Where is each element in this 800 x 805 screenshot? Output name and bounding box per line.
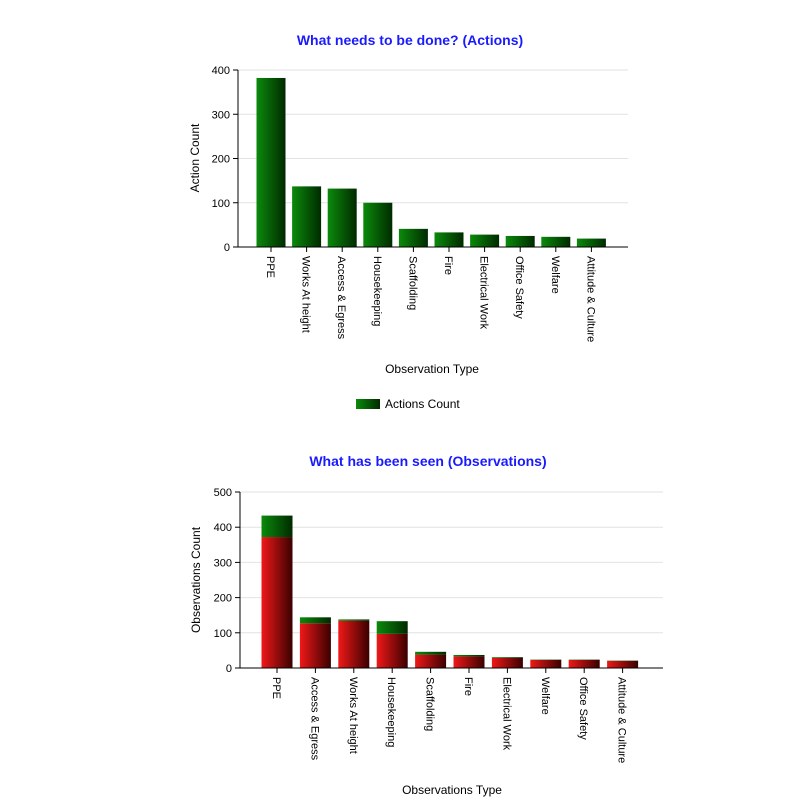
x-tick-label: Scaffolding	[424, 677, 436, 731]
bar-primary	[363, 203, 392, 247]
chart-title: What needs to be done? (Actions)	[297, 32, 523, 48]
x-tick-label: Electrical Work	[500, 677, 512, 751]
bar-secondary	[300, 617, 331, 623]
y-tick-label: 500	[214, 487, 232, 499]
bar-secondary	[262, 516, 293, 537]
chart-bars	[262, 516, 639, 668]
x-tick-label: Housekeeping	[385, 677, 397, 747]
chart-title: What has been seen (Observations)	[309, 453, 546, 469]
x-tick-label: Access & Egress	[308, 677, 320, 761]
bar-primary	[569, 660, 600, 668]
x-tick-label: Access & Egress	[335, 256, 347, 340]
bar-primary	[607, 661, 638, 668]
bar-primary	[506, 236, 535, 247]
y-tick-label: 300	[212, 109, 230, 121]
bar-secondary	[377, 621, 408, 634]
bar-primary	[470, 235, 499, 247]
bar-primary	[338, 621, 369, 668]
x-tick-label: Electrical Work	[478, 256, 490, 330]
bar-primary	[377, 634, 408, 668]
y-tick-labels: 0 100 200 300 400	[212, 65, 238, 254]
legend: Actions Count	[356, 397, 460, 411]
x-tick-labels: PPE Access & Egress Works At height Houseke…	[270, 668, 628, 763]
y-tick-label: 0	[226, 663, 232, 675]
bar-primary	[541, 237, 570, 247]
x-tick-label: Fire	[442, 256, 454, 275]
x-tick-label: Attitude & Culture	[584, 256, 596, 342]
bar-secondary	[454, 655, 485, 656]
bar-primary	[530, 660, 561, 668]
bar-primary	[435, 232, 464, 247]
bar-secondary	[338, 619, 369, 620]
x-tick-label: Welfare	[539, 677, 551, 715]
y-tick-labels: 0 100 200 300 400 500	[214, 487, 240, 675]
bar-primary	[262, 537, 293, 668]
y-tick-label: 0	[224, 242, 230, 254]
y-tick-label: 100	[214, 628, 232, 640]
y-tick-label: 400	[214, 522, 232, 534]
x-axis-title: Observation Type	[385, 362, 479, 376]
x-tick-label: Works At height	[347, 677, 359, 754]
x-tick-label: Scaffolding	[406, 256, 418, 310]
y-axis-title: Observations Count	[189, 526, 203, 633]
y-tick-label: 200	[214, 593, 232, 605]
bar-primary	[257, 78, 286, 247]
x-tick-label: PPE	[264, 256, 276, 278]
x-tick-labels: PPE Works At height Access & Egress Houseke…	[264, 247, 596, 342]
bar-primary	[292, 186, 321, 247]
x-axis-title: Observations Type	[402, 783, 502, 797]
bar-secondary	[415, 652, 446, 655]
y-tick-label: 300	[214, 557, 232, 569]
bar-primary	[577, 239, 606, 247]
x-tick-label: Welfare	[549, 256, 561, 294]
bar-primary	[399, 229, 428, 247]
x-tick-label: Fire	[462, 677, 474, 696]
y-axis-title: Action Count	[188, 123, 202, 192]
legend-swatch	[356, 399, 380, 409]
bar-primary	[492, 658, 523, 668]
chart-gridlines	[240, 492, 663, 633]
x-tick-label: PPE	[270, 677, 282, 699]
bar-primary	[454, 656, 485, 668]
x-tick-label: Office Safety	[513, 256, 525, 319]
actions-chart: What needs to be done? (Actions) 0 100 200…	[188, 32, 628, 411]
bar-primary	[300, 623, 331, 668]
y-tick-label: 200	[212, 154, 230, 166]
bar-primary	[415, 655, 446, 668]
chart-gridlines	[238, 70, 628, 203]
legend-label: Actions Count	[385, 397, 460, 411]
bar-primary	[328, 189, 357, 247]
x-tick-label: Housekeeping	[371, 256, 383, 326]
y-tick-label: 400	[212, 65, 230, 77]
chart-bars	[257, 78, 606, 247]
bar-secondary	[492, 657, 523, 658]
x-tick-label: Attitude & Culture	[616, 677, 628, 763]
y-tick-label: 100	[212, 198, 230, 210]
observations-chart: What has been seen (Observations) 0 100 20…	[189, 453, 663, 797]
x-tick-label: Works At height	[300, 256, 312, 333]
x-tick-label: Office Safety	[577, 677, 589, 740]
